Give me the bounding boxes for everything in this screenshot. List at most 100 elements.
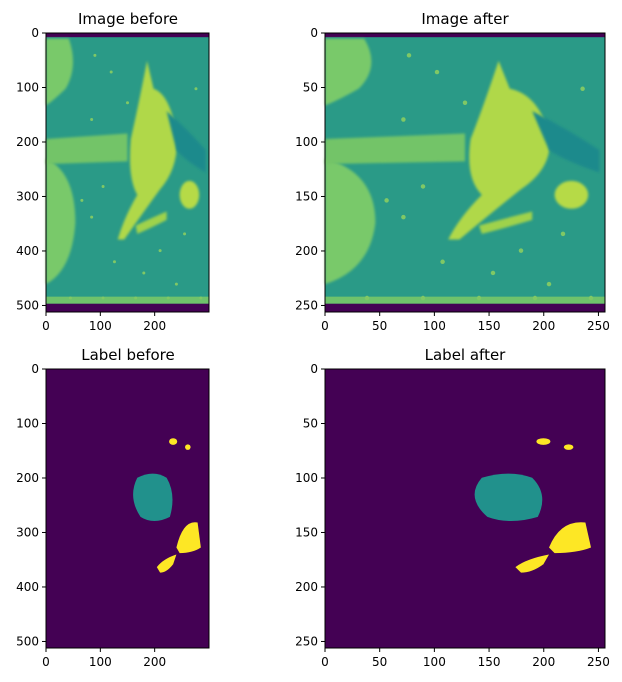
speck	[80, 198, 84, 202]
speck	[434, 69, 440, 75]
y-tick-label: 500	[16, 634, 39, 648]
y-tick-label: 50	[303, 416, 318, 430]
lower-left-lobe	[325, 158, 376, 285]
speck	[183, 232, 187, 236]
speck	[112, 260, 116, 264]
panel-title: Label before	[81, 346, 175, 364]
yellow-spot	[185, 444, 191, 450]
y-tick-label: 0	[31, 26, 39, 40]
y-tick-label: 150	[295, 189, 318, 203]
image-after-canvas	[325, 33, 605, 312]
image-bottom-band	[325, 303, 605, 312]
upper-left-lobe	[325, 38, 372, 106]
y-tick-label: 100	[16, 80, 39, 94]
speck	[93, 53, 97, 57]
panel-title: Image before	[78, 10, 178, 28]
image-background	[325, 33, 605, 312]
x-tick-label: 200	[143, 319, 166, 333]
y-tick-label: 100	[295, 135, 318, 149]
speck	[68, 296, 72, 300]
speck	[90, 117, 94, 121]
y-tick-label: 0	[31, 362, 39, 376]
teal-region	[133, 473, 173, 522]
panel-image-before: Image before 0 100 200 0 100 200 300 400 500	[16, 10, 210, 333]
x-tick-label: 250	[587, 655, 610, 669]
speck	[101, 296, 105, 300]
yellow-region	[515, 554, 549, 573]
speck	[420, 184, 426, 189]
axes-image-before: 0 100 200 0 100 200 300 400 500	[16, 26, 210, 333]
image-top-band	[325, 33, 605, 38]
x-tick-label: 250	[587, 319, 610, 333]
speck	[546, 281, 552, 287]
x-tick-label: 150	[478, 655, 501, 669]
panel-title: Label after	[425, 346, 507, 364]
dark-vessel	[532, 111, 600, 173]
speck	[490, 270, 496, 276]
x-tick-label: 100	[423, 655, 446, 669]
image-bottom-rim	[46, 296, 209, 304]
speck	[134, 296, 138, 300]
image-background	[46, 33, 209, 312]
axes-frame	[324, 32, 606, 313]
yellow-spot	[563, 444, 574, 450]
speck	[580, 86, 585, 92]
y-tick-label: 200	[295, 580, 318, 594]
central-band	[46, 133, 128, 165]
yellow-region	[156, 554, 177, 573]
panel-title: Image after	[421, 10, 509, 28]
speck	[158, 249, 162, 253]
speck	[101, 184, 105, 188]
axes-label-before: 0 100 200 0 100 200 300 400 500	[16, 362, 210, 669]
y-tick-label: 250	[295, 298, 318, 312]
upper-left-lobe	[46, 38, 74, 106]
speck	[401, 214, 406, 220]
axes-frame	[45, 32, 210, 313]
label-background	[46, 369, 209, 648]
x-tick-label: 200	[532, 319, 555, 333]
axes-frame	[324, 368, 606, 649]
y-tick-label: 0	[310, 26, 318, 40]
x-tick-label: 50	[372, 655, 387, 669]
speck	[109, 70, 113, 74]
image-before-canvas	[46, 33, 209, 312]
image-bottom-band	[46, 303, 209, 312]
y-tick-label: 200	[295, 244, 318, 258]
speck	[401, 117, 406, 122]
y-tick-label: 100	[295, 471, 318, 485]
y-tick-label: 500	[16, 298, 39, 312]
axes-frame	[45, 368, 210, 649]
y-tick-label: 200	[16, 135, 39, 149]
vessel-branch	[135, 211, 167, 234]
x-tick-label: 200	[532, 655, 555, 669]
teal-region	[474, 473, 543, 522]
x-tick-label: 0	[321, 319, 329, 333]
speck	[588, 295, 594, 301]
x-tick-label: 0	[42, 319, 50, 333]
bright-blob	[179, 180, 200, 209]
y-tick-label: 400	[16, 580, 39, 594]
central-structure	[117, 60, 177, 240]
speck	[532, 295, 538, 301]
x-tick-label: 100	[89, 655, 112, 669]
panel-label-after: Label after 0 50 100 150 200 2500501001502002…	[295, 346, 610, 669]
speck	[199, 296, 203, 300]
speck	[194, 87, 198, 91]
label-after-canvas	[325, 369, 605, 648]
y-tick-label: 50	[303, 80, 318, 94]
speck	[90, 215, 94, 219]
x-tick-label: 0	[42, 655, 50, 669]
dark-vessel	[166, 111, 206, 173]
central-band	[325, 133, 465, 165]
panel-label-before: Label before 0 100 200 0 100 200 300 400 500	[16, 346, 210, 669]
x-tick-label: 100	[423, 319, 446, 333]
y-tick-label: 0	[310, 362, 318, 376]
speck	[462, 100, 468, 105]
speck	[166, 296, 170, 300]
x-tick-label: 200	[143, 655, 166, 669]
y-tick-label: 150	[295, 525, 318, 539]
y-tick-label: 300	[16, 189, 39, 203]
speck	[406, 53, 412, 58]
